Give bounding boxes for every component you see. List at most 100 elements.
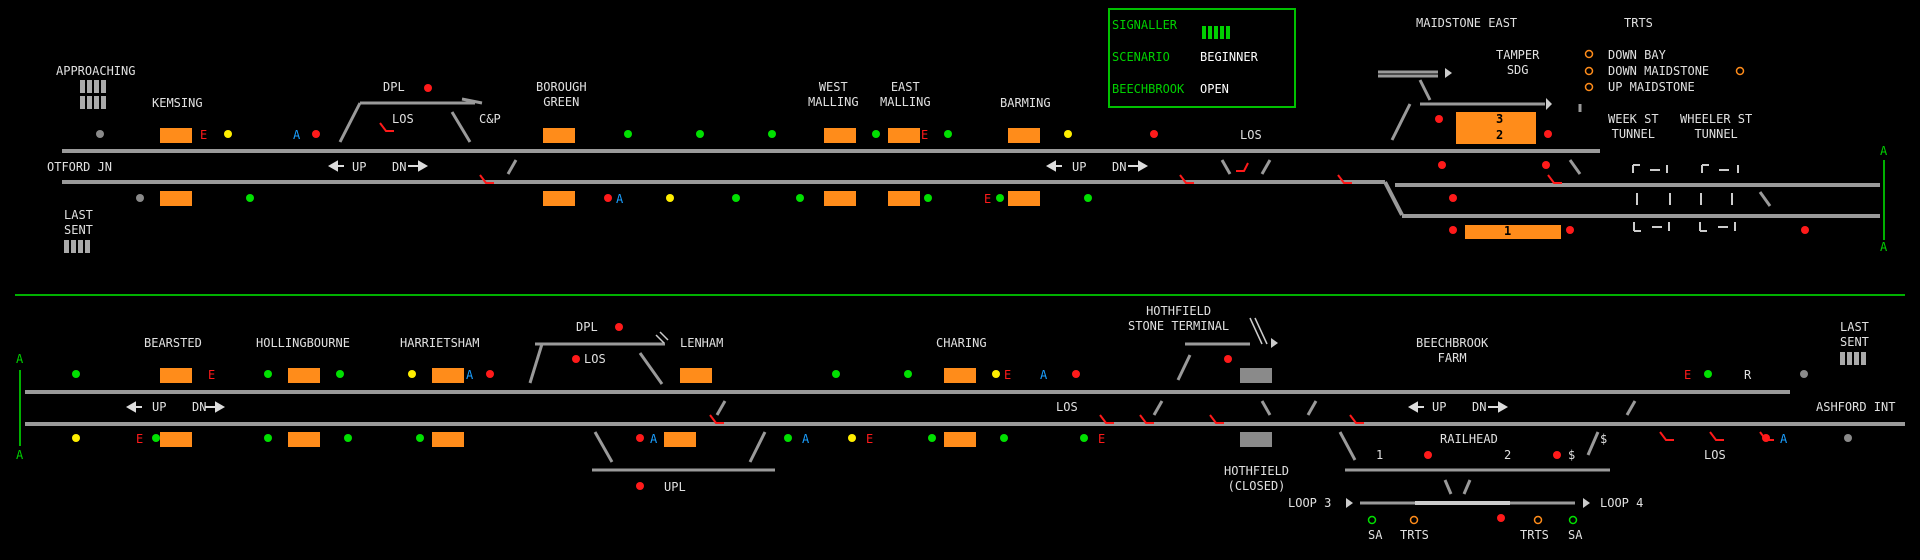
east-malling-label: EAST MALLING — [880, 80, 931, 109]
sa-2-label: SA — [1568, 528, 1583, 542]
railhead-road-1-label: 1 — [1376, 448, 1384, 462]
bottom-los3-label: LOS — [1704, 448, 1726, 462]
week-st-tunnel-label: WEEK ST TUNNEL — [1608, 112, 1659, 141]
bottom-signals-grey[interactable] — [1800, 370, 1852, 442]
bottom-indicator-a5: A — [1780, 432, 1788, 446]
bottom-trts-1-label: TRTS — [1400, 528, 1429, 542]
top-indicator-e3: E — [984, 192, 992, 206]
top-down-line[interactable] — [62, 180, 1880, 218]
bottom-dn2-label: DN — [1472, 400, 1487, 414]
kemsing-label: KEMSING — [152, 96, 203, 110]
borough-green-label: BOROUGH GREEN — [536, 80, 587, 109]
bottom-occupied-blocks[interactable] — [160, 368, 976, 447]
top-dn2-label: DN — [1112, 160, 1127, 174]
top-indicator-a2: A — [616, 192, 624, 206]
top-dpl-label: DPL — [383, 80, 405, 94]
platform-1-label: 1 — [1504, 224, 1512, 238]
signaller-level-bars — [1202, 26, 1232, 42]
bottom-signals-red[interactable] — [486, 323, 1770, 522]
approaching-indicator — [80, 80, 108, 112]
down-bay-label: DOWN BAY — [1608, 48, 1666, 62]
loop-lamps — [1367, 49, 1745, 525]
top-trts-label: TRTS — [1624, 16, 1653, 30]
bottom-indicator-a2: A — [1040, 368, 1048, 382]
sdg-arrows — [1445, 68, 1552, 110]
down-maidstone-label: DOWN MAIDSTONE — [1608, 64, 1710, 78]
signaller-label: SIGNALLER — [1112, 18, 1178, 32]
lenham-label: LENHAM — [680, 336, 724, 350]
bottom-last-sent-indicator — [1840, 352, 1868, 368]
top-crossovers[interactable] — [506, 159, 1772, 207]
top-signals-green[interactable] — [246, 130, 1092, 202]
top-signals-red[interactable] — [312, 84, 1809, 234]
beechbrook-value: OPEN — [1200, 82, 1229, 96]
bottom-a-upper: A — [16, 352, 24, 366]
tamper-sdg-label: TAMPER SDG — [1496, 48, 1540, 77]
bottom-signals-green[interactable] — [72, 370, 1712, 442]
bottom-indicator-a1: A — [466, 368, 474, 382]
top-last-sent-indicator — [64, 240, 92, 256]
bottom-los2-label: LOS — [1056, 400, 1078, 414]
hothfield-blocks[interactable] — [1240, 368, 1272, 447]
bottom-crossovers[interactable] — [715, 400, 1637, 495]
bottom-indicator-e3: E — [1684, 368, 1692, 382]
sa-1-label: SA — [1368, 528, 1383, 542]
top-indicator-e1: E — [200, 128, 208, 142]
hollingbourne-label: HOLLINGBOURNE — [256, 336, 350, 350]
top-dpl-siding[interactable] — [338, 97, 483, 143]
r-indicator-label: R — [1744, 368, 1752, 382]
bottom-los-label: LOS — [584, 352, 606, 366]
top-indicator-a1: A — [293, 128, 301, 142]
top-a-upper: A — [1880, 144, 1888, 158]
top-signals-grey[interactable] — [96, 130, 144, 202]
bottom-indicator-e2: E — [1004, 368, 1012, 382]
tunnel-marks — [1632, 164, 1739, 232]
top-a-lower: A — [1880, 240, 1888, 254]
bottom-indicator-a3: A — [650, 432, 658, 446]
upl-label: UPL — [664, 480, 686, 494]
charing-label: CHARING — [936, 336, 987, 350]
bottom-indicator-e5: E — [866, 432, 874, 446]
buffer-ticks — [655, 317, 1268, 345]
bottom-sidings[interactable] — [528, 342, 1610, 505]
top-dn-label: DN — [392, 160, 407, 174]
top-los-label: LOS — [392, 112, 414, 126]
top-signals-yellow[interactable] — [224, 130, 1072, 202]
railhead-road-2-label: 2 — [1504, 448, 1512, 462]
bearsted-label: BEARSTED — [144, 336, 202, 350]
scenario-label: SCENARIO — [1112, 50, 1170, 64]
dollar-marker-1: $ — [1600, 432, 1608, 446]
scenario-value: BEGINNER — [1200, 50, 1258, 64]
top-los2-label: LOS — [1240, 128, 1262, 142]
wheeler-st-tunnel-label: WHEELER ST TUNNEL — [1680, 112, 1753, 141]
maidstone-east-label: MAIDSTONE EAST — [1416, 16, 1518, 30]
bottom-dpl-label: DPL — [576, 320, 598, 334]
top-occupied-blocks[interactable] — [160, 112, 1561, 239]
loop-3-label: LOOP 3 — [1288, 496, 1332, 510]
ashford-int-label: ASHFORD INT — [1816, 400, 1896, 414]
bottom-signals-yellow[interactable] — [72, 370, 1000, 442]
dollar-marker-2: $ — [1568, 448, 1576, 462]
bottom-indicator-e6: E — [1098, 432, 1106, 446]
route-indicators — [379, 122, 1774, 441]
bottom-indicator-a4: A — [802, 432, 810, 446]
bottom-trts-2-label: TRTS — [1520, 528, 1549, 542]
harrietsham-label: HARRIETSHAM — [400, 336, 480, 350]
bottom-up-label: UP — [152, 400, 167, 414]
status-panel: SIGNALLER SCENARIO BEGINNER BEECHBROOK O… — [1108, 8, 1296, 108]
bottom-indicator-e4: E — [136, 432, 144, 446]
bottom-last-sent-label: LAST SENT — [1840, 320, 1869, 349]
west-malling-label: WEST MALLING — [808, 80, 859, 109]
top-up-label: UP — [352, 160, 367, 174]
railhead-label: RAILHEAD — [1440, 432, 1498, 446]
approaching-label: APPROACHING — [56, 64, 136, 78]
bottom-a-lower: A — [16, 448, 24, 462]
up-maidstone-label: UP MAIDSTONE — [1608, 80, 1695, 94]
loop-4-label: LOOP 4 — [1600, 496, 1644, 510]
otford-jn-label: OTFORD JN — [47, 160, 113, 174]
maidstone-east-sidings[interactable] — [1378, 70, 1582, 141]
top-last-sent-label: LAST SENT — [64, 208, 93, 237]
top-indicator-e2: E — [921, 128, 929, 142]
top-up2-label: UP — [1072, 160, 1087, 174]
